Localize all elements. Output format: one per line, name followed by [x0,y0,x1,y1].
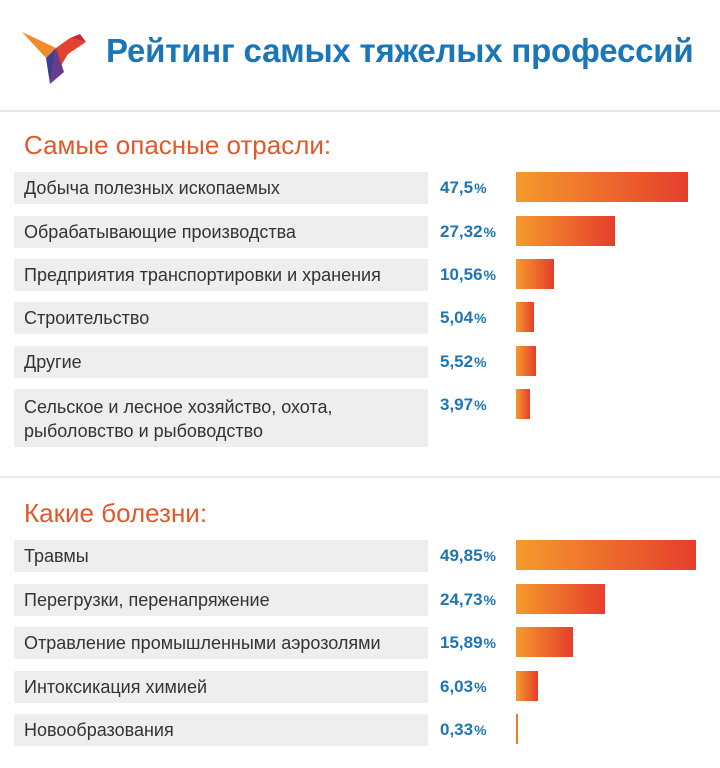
category-label: Сельское и лесное хозяйство, охота, рыбо… [14,389,428,447]
value-label: 6,03% [440,677,487,696]
chart-row: Другие 5,52% [14,346,714,378]
category-label: Новообразования [14,714,428,746]
chart-row: Предприятия транспортировки и хранения 10… [14,259,714,291]
chart-row: Интоксикация химией 6,03% [14,671,714,703]
bar [516,259,555,289]
bar [516,671,538,701]
bar [516,540,696,570]
section-title-diseases: Какие болезни: [24,498,208,528]
category-label: Предприятия транспортировки и хранения [14,259,428,291]
category-label: Перегрузки, перенапряжение [14,584,428,616]
value-label: 3,97% [440,395,487,414]
category-label: Другие [14,346,428,378]
bar [516,216,615,246]
chart-row: Травмы 49,85% [14,540,714,572]
value-label: 47,5% [440,178,487,197]
value-label: 15,89% [440,633,496,652]
value-label: 5,04% [440,308,487,327]
chart-row: Строительство 5,04% [14,302,714,334]
category-label: Обрабатывающие производства [14,216,428,248]
chart-row: Добыча полезных ископаемых 47,5% [14,172,714,204]
chart-row: Перегрузки, перенапряжение 24,73% [14,584,714,616]
category-label: Интоксикация химией [14,671,428,703]
category-label: Травмы [14,540,428,572]
value-label: 27,32% [440,222,496,241]
section-divider [0,476,720,478]
bar [516,389,531,419]
bar [516,302,535,332]
bird-logo-icon [22,32,86,84]
page-title: Рейтинг самых тяжелых профессий [106,32,694,69]
value-label: 5,52% [440,352,487,371]
category-label: Отравление промышленными аэрозолями [14,627,428,659]
category-label: Строительство [14,302,428,334]
bar [516,584,606,614]
chart-row: Обрабатывающие производства 27,32% [14,216,714,248]
section-title-industries: Самые опасные отрасли: [24,130,332,160]
category-label: Добыча полезных ископаемых [14,172,428,204]
value-label: 10,56% [440,265,496,284]
chart-row: Сельское и лесное хозяйство, охота, рыбо… [14,389,714,447]
value-label: 24,73% [440,590,496,609]
bar [516,172,688,202]
chart-row: Отравление промышленными аэрозолями 15,89… [14,627,714,659]
bar [516,714,518,744]
bar [516,627,574,657]
bar [516,346,536,376]
header: Рейтинг самых тяжелых профессий [0,0,720,112]
chart-row: Новообразования 0,33% [14,714,714,746]
value-label: 49,85% [440,546,496,565]
value-label: 0,33% [440,720,487,739]
header-divider [0,110,720,112]
